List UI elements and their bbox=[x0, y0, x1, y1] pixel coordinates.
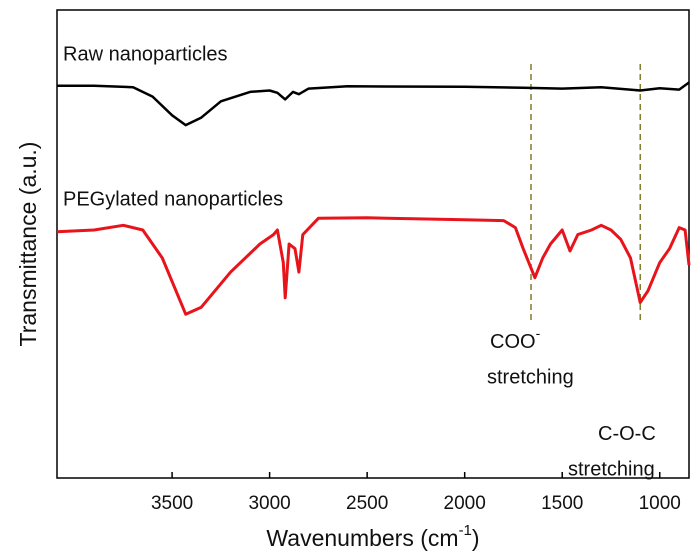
x-label-tail: ) bbox=[472, 525, 480, 551]
annotation-sup: - bbox=[536, 325, 541, 341]
x-tick-label: 1000 bbox=[639, 493, 681, 514]
x-label-sup: -1 bbox=[459, 522, 472, 539]
annotation-line2: stretching bbox=[487, 366, 574, 388]
x-tick-label: 3000 bbox=[248, 493, 290, 514]
y-axis-label: Transmittance (a.u.) bbox=[15, 142, 41, 347]
annotation-main: COO bbox=[490, 331, 536, 353]
annotation-line2: stretching bbox=[568, 458, 655, 480]
series-label: Raw nanoparticles bbox=[63, 43, 228, 65]
x-tick-label: 1500 bbox=[541, 493, 583, 514]
x-label-text: Wavenumbers (cm bbox=[266, 525, 458, 551]
spectrum-line bbox=[56, 216, 691, 316]
plot-frame bbox=[56, 9, 690, 479]
annotation-text: C-O-C bbox=[598, 423, 656, 445]
x-tick-label: 3500 bbox=[151, 493, 193, 514]
annotation-main: C-O-C bbox=[598, 423, 656, 445]
x-axis-label: Wavenumbers (cm-1) bbox=[266, 522, 479, 551]
series-label: PEGylated nanoparticles bbox=[63, 188, 283, 210]
x-tick-label: 2500 bbox=[346, 493, 388, 514]
x-tick-label: 2000 bbox=[444, 493, 486, 514]
annotation-text: COO- bbox=[490, 325, 541, 354]
spectrum-line bbox=[57, 81, 690, 127]
